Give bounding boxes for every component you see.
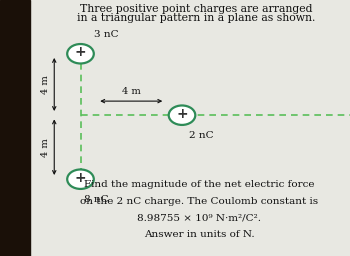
Text: 4 m: 4 m (41, 75, 50, 94)
Text: 2 nC: 2 nC (189, 131, 213, 140)
Text: +: + (75, 171, 86, 185)
Text: 4 m: 4 m (122, 87, 141, 96)
Text: Find the magnitude of the net electric force: Find the magnitude of the net electric f… (84, 180, 315, 189)
Text: Three positive point charges are arranged: Three positive point charges are arrange… (80, 4, 312, 14)
Circle shape (67, 44, 94, 63)
Text: 4 m: 4 m (41, 138, 50, 157)
Text: +: + (176, 107, 188, 121)
Text: in a triangular pattern in a plane as shown.: in a triangular pattern in a plane as sh… (77, 13, 315, 23)
Text: on the 2 nC charge. The Coulomb constant is: on the 2 nC charge. The Coulomb constant… (80, 197, 318, 206)
Text: 8 nC: 8 nC (84, 195, 108, 204)
Text: Answer in units of N.: Answer in units of N. (144, 230, 255, 239)
Circle shape (169, 105, 195, 125)
Circle shape (67, 169, 94, 189)
Bar (0, 0, 30, 256)
Text: +: + (75, 46, 86, 59)
Text: 8.98755 × 10⁹ N·m²/C².: 8.98755 × 10⁹ N·m²/C². (138, 214, 261, 223)
Text: 3 nC: 3 nC (94, 30, 119, 39)
